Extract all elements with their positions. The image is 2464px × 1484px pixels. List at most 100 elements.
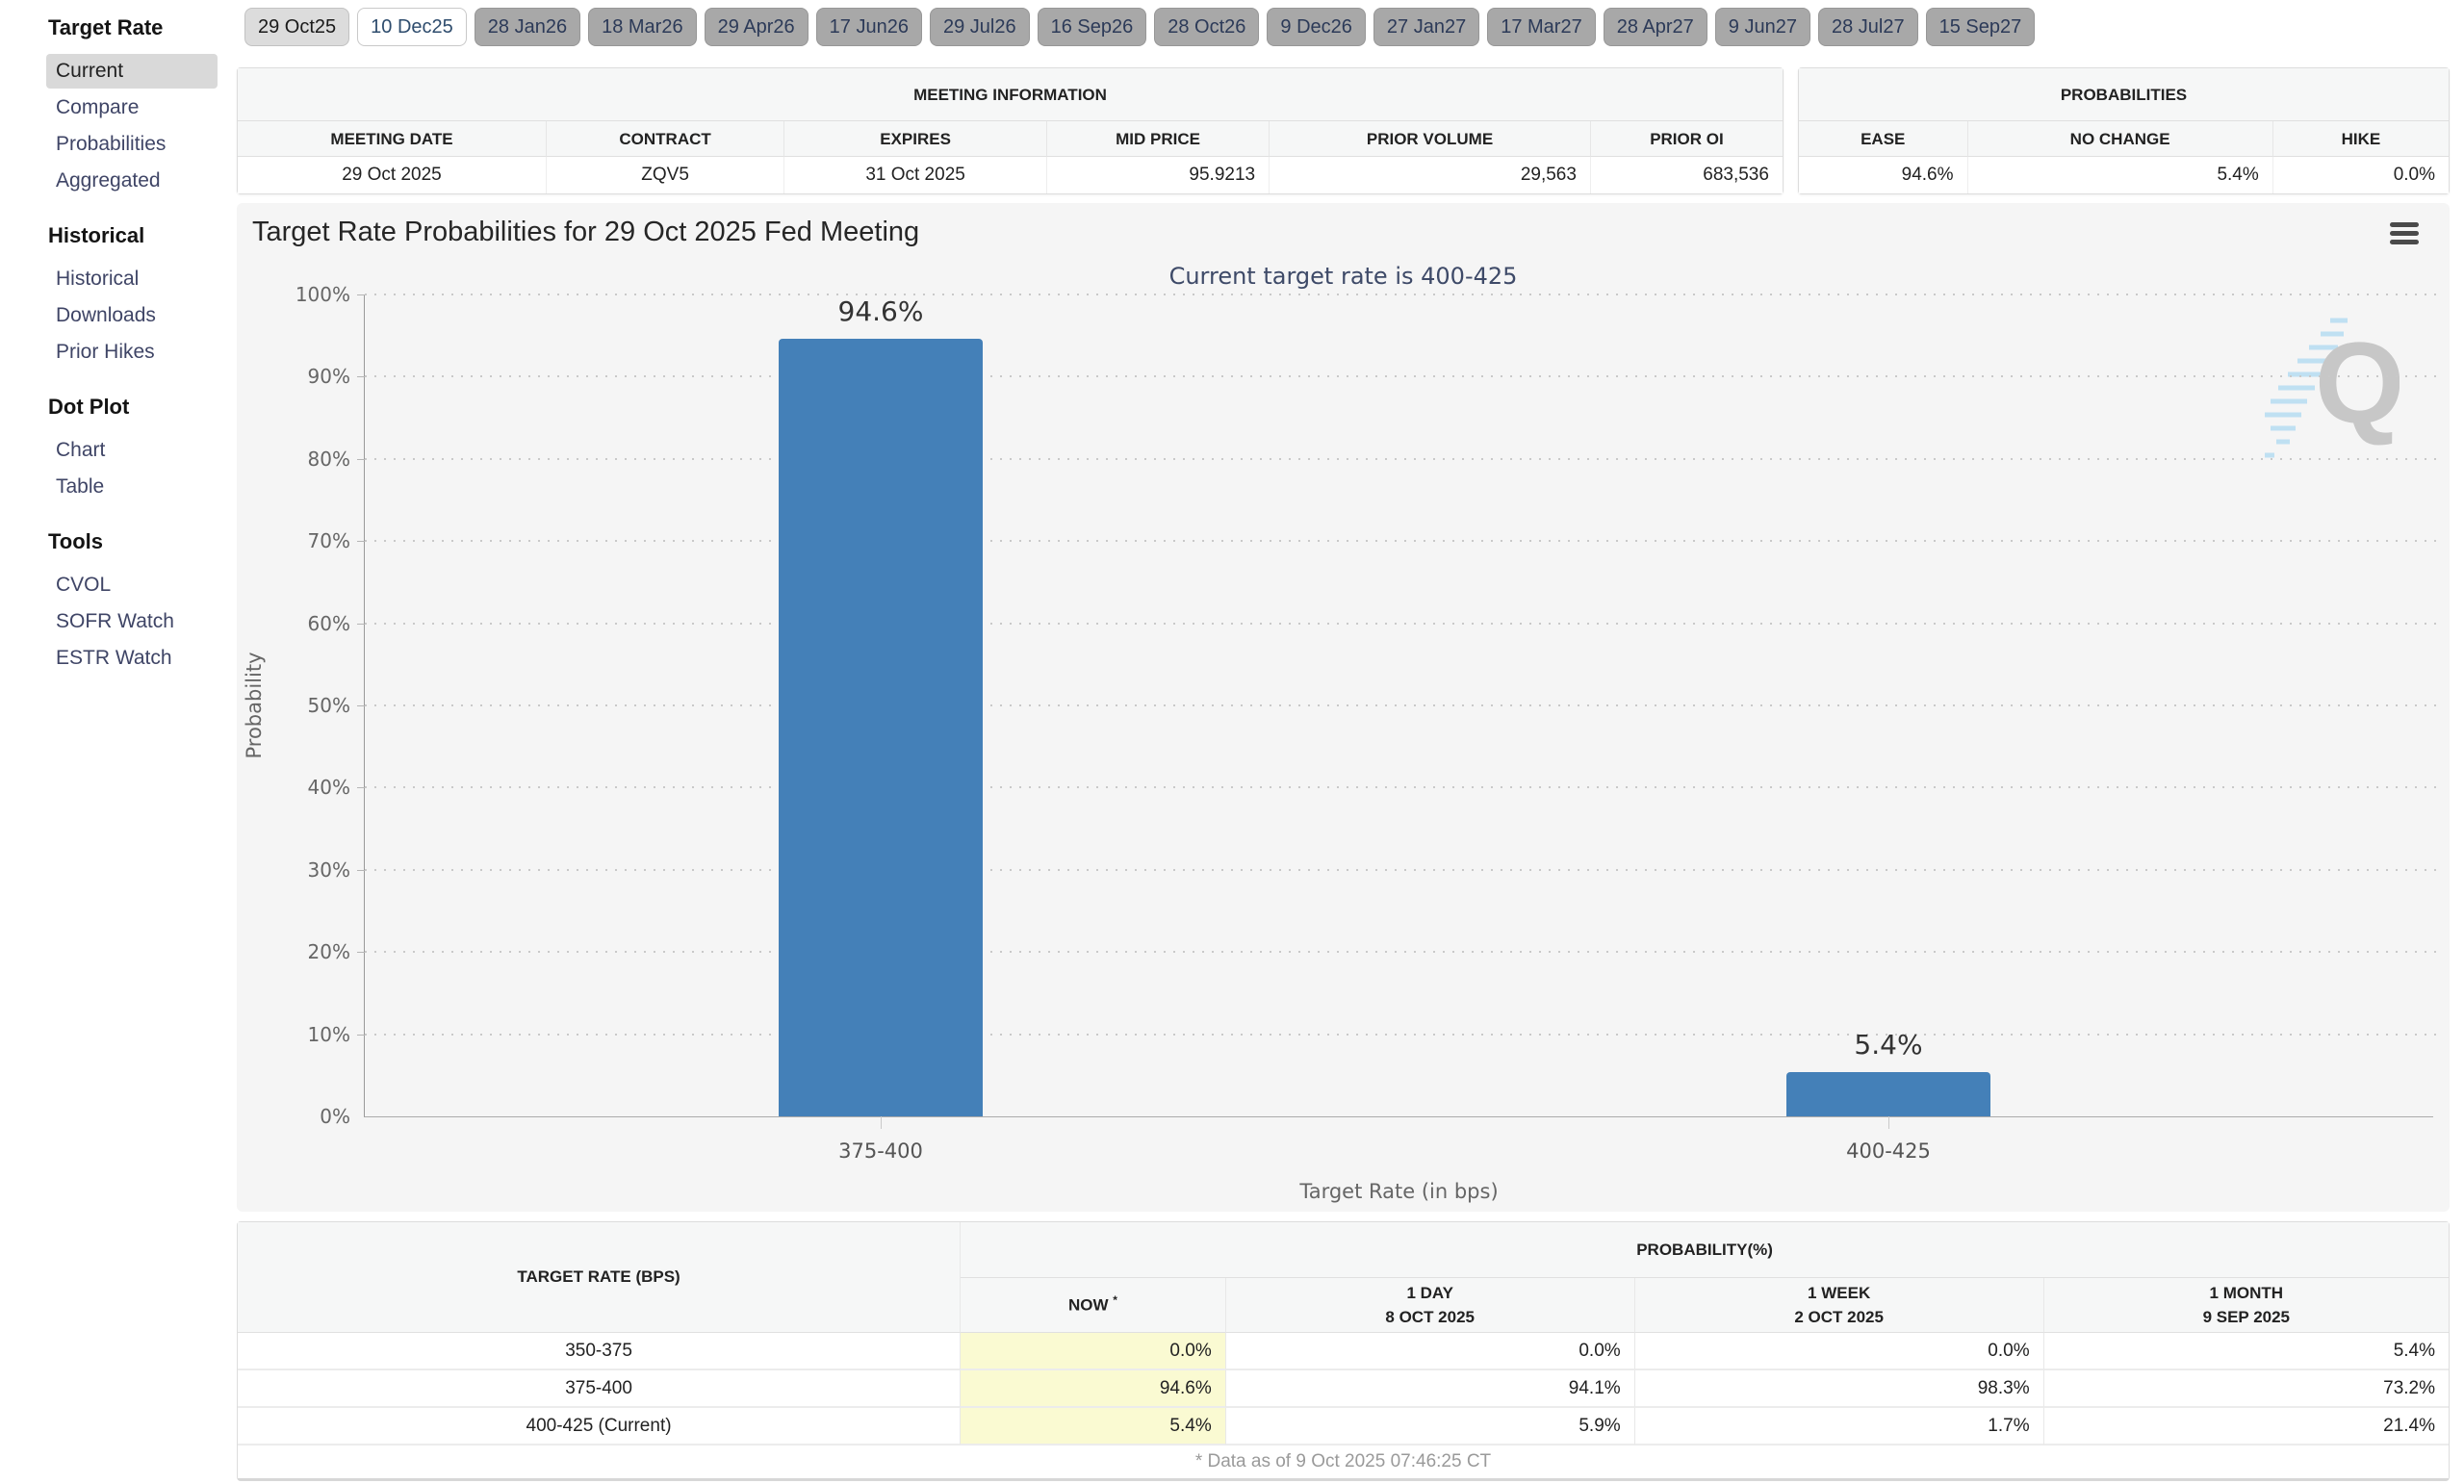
quikstrike-watermark-logo: Q xyxy=(2255,299,2404,463)
week1-value: 1.7% xyxy=(1634,1408,2044,1446)
bar-375-400[interactable] xyxy=(779,339,983,1116)
prior-oi-value: 683,536 xyxy=(1590,157,1783,193)
tab-9dec26[interactable]: 9 Dec26 xyxy=(1267,8,1366,46)
meeting-date-value: 29 Oct 2025 xyxy=(238,157,547,193)
sidebar-section-target-rate: Target Rate xyxy=(48,15,164,39)
data-as-of-footnote: * Data as of 9 Oct 2025 07:46:25 CT xyxy=(238,1446,2449,1478)
tab-18mar26[interactable]: 18 Mar26 xyxy=(588,8,697,46)
meeting-information-panel: MEETING INFORMATION MEETING DATE CONTRAC… xyxy=(237,67,1784,194)
col-meeting-date: MEETING DATE xyxy=(238,121,547,157)
tab-16sep26[interactable]: 16 Sep26 xyxy=(1037,8,1147,46)
contract-value: ZQV5 xyxy=(547,157,785,193)
y-tick-label: 50% xyxy=(307,694,350,717)
now-value: 94.6% xyxy=(961,1370,1226,1408)
sidebar-section-historical: Historical xyxy=(48,223,145,247)
sidebar-item-sofr-watch[interactable]: SOFR Watch xyxy=(56,610,174,632)
prior-volume-value: 29,563 xyxy=(1270,157,1591,193)
header-1-day: 1 DAY 8 OCT 2025 xyxy=(1225,1278,1635,1333)
table-row: 400-425 (Current) 5.4% 5.9% 1.7% 21.4% xyxy=(238,1408,2449,1446)
header-1-week: 1 WEEK 2 OCT 2025 xyxy=(1634,1278,2044,1333)
y-tick-label: 80% xyxy=(307,447,350,471)
y-tick-label: 30% xyxy=(307,857,350,882)
y-tick-label: 40% xyxy=(307,776,350,800)
tab-29jul26[interactable]: 29 Jul26 xyxy=(929,8,1030,46)
row-label-350-375: 350-375 xyxy=(238,1333,962,1370)
tab-28jan26[interactable]: 28 Jan26 xyxy=(474,8,581,46)
sidebar: Target Rate Current Compare Probabilitie… xyxy=(0,0,231,1484)
y-tick-label: 70% xyxy=(307,529,350,553)
col-prior-volume: PRIOR VOLUME xyxy=(1270,121,1591,157)
sidebar-item-chart[interactable]: Chart xyxy=(56,439,106,461)
x-axis-title: Target Rate (in bps) xyxy=(1299,1180,1499,1203)
y-tick-label: 20% xyxy=(307,940,350,964)
header-now: NOW * xyxy=(961,1278,1226,1333)
chart-title: Target Rate Probabilities for 29 Oct 202… xyxy=(252,217,920,247)
tab-29oct25[interactable]: 29 Oct25 xyxy=(244,8,350,46)
chart-menu-hamburger-icon[interactable] xyxy=(2390,222,2419,248)
sidebar-item-aggregated[interactable]: Aggregated xyxy=(56,169,161,192)
tab-28apr27[interactable]: 28 Apr27 xyxy=(1603,8,1707,46)
meeting-date-tabs: 29 Oct25 10 Dec25 28 Jan26 18 Mar26 29 A… xyxy=(244,8,2450,46)
tab-29apr26[interactable]: 29 Apr26 xyxy=(704,8,808,46)
col-ease: EASE xyxy=(1799,121,1968,157)
bar-label-375-400: 94.6% xyxy=(837,295,924,328)
now-value: 5.4% xyxy=(961,1408,1226,1446)
header-probability-group: PROBABILITY(%) xyxy=(961,1222,2449,1278)
chart-subtitle: Current target rate is 400-425 xyxy=(1168,263,1518,290)
header-1-month: 1 MONTH 9 SEP 2025 xyxy=(2043,1278,2449,1333)
mid-price-value: 95.9213 xyxy=(1047,157,1270,193)
sidebar-item-historical[interactable]: Historical xyxy=(56,268,140,290)
tab-15sep27[interactable]: 15 Sep27 xyxy=(1925,8,2036,46)
day1-value: 0.0% xyxy=(1225,1333,1635,1370)
bar-400-425[interactable] xyxy=(1786,1071,1990,1116)
week1-value: 98.3% xyxy=(1634,1370,2044,1408)
svg-text:Q: Q xyxy=(2315,319,2400,448)
table-row: 350-375 0.0% 0.0% 0.0% 5.4% xyxy=(238,1333,2449,1370)
probabilities-panel: PROBABILITIES EASE NO CHANGE HIKE 94.6% … xyxy=(1798,67,2450,194)
month1-value: 21.4% xyxy=(2043,1408,2449,1446)
no-change-value: 5.4% xyxy=(1967,157,2273,193)
probability-history-table: TARGET RATE (BPS) PROBABILITY(%) NOW * 1… xyxy=(237,1221,2450,1481)
plot-area: Probability 100% 90% 80% 70% 60% 50% 40%… xyxy=(243,283,2439,1203)
sidebar-item-cvol[interactable]: CVOL xyxy=(56,574,112,596)
probability-chart: Target Rate Probabilities for 29 Oct 202… xyxy=(237,203,2450,1212)
tab-9jun27[interactable]: 9 Jun27 xyxy=(1714,8,1810,46)
hike-value: 0.0% xyxy=(2272,157,2449,193)
tab-17mar27[interactable]: 17 Mar27 xyxy=(1487,8,1596,46)
tab-10dec25[interactable]: 10 Dec25 xyxy=(357,8,467,46)
main-content: 29 Oct25 10 Dec25 28 Jan26 18 Mar26 29 A… xyxy=(237,0,2450,1481)
col-contract: CONTRACT xyxy=(547,121,785,157)
probabilities-title: PROBABILITIES xyxy=(1799,68,2449,121)
x-category-400-425: 400-425 xyxy=(1846,1139,1931,1163)
month1-value: 5.4% xyxy=(2043,1333,2449,1370)
month1-value: 73.2% xyxy=(2043,1370,2449,1408)
sidebar-item-estr-watch[interactable]: ESTR Watch xyxy=(56,647,172,669)
sidebar-item-probabilities[interactable]: Probabilities xyxy=(56,133,167,155)
day1-value: 5.9% xyxy=(1225,1408,1635,1446)
now-value: 0.0% xyxy=(961,1333,1226,1370)
y-tick-label: 60% xyxy=(307,611,350,635)
sidebar-item-compare[interactable]: Compare xyxy=(56,96,140,118)
header-target-rate-bps: TARGET RATE (BPS) xyxy=(238,1222,962,1333)
y-tick-label: 10% xyxy=(307,1022,350,1046)
row-label-375-400: 375-400 xyxy=(238,1370,962,1408)
ease-value: 94.6% xyxy=(1799,157,1968,193)
tab-27jan27[interactable]: 27 Jan27 xyxy=(1373,8,1480,46)
tab-17jun26[interactable]: 17 Jun26 xyxy=(815,8,922,46)
tab-28oct26[interactable]: 28 Oct26 xyxy=(1154,8,1260,46)
sidebar-item-current[interactable]: Current xyxy=(46,54,218,89)
col-hike: HIKE xyxy=(2272,121,2449,157)
sidebar-section-tools: Tools xyxy=(48,529,104,553)
sidebar-item-downloads[interactable]: Downloads xyxy=(56,304,156,326)
tab-28jul27[interactable]: 28 Jul27 xyxy=(1817,8,1918,46)
x-category-375-400: 375-400 xyxy=(838,1139,923,1163)
table-row: 375-400 94.6% 94.1% 98.3% 73.2% xyxy=(238,1370,2449,1408)
meeting-information-title: MEETING INFORMATION xyxy=(238,68,1783,121)
col-mid-price: MID PRICE xyxy=(1047,121,1270,157)
col-expires: EXPIRES xyxy=(784,121,1047,157)
col-no-change: NO CHANGE xyxy=(1967,121,2273,157)
y-tick-label: 0% xyxy=(320,1105,350,1128)
sidebar-item-prior-hikes[interactable]: Prior Hikes xyxy=(56,341,155,363)
sidebar-section-dot-plot: Dot Plot xyxy=(48,395,130,419)
sidebar-item-table[interactable]: Table xyxy=(56,475,105,498)
